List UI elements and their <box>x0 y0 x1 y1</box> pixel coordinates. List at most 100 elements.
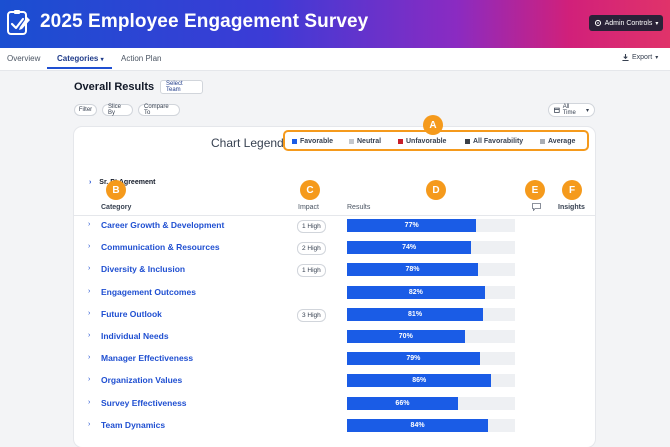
tab-categories[interactable]: Categories ▾ <box>57 54 104 63</box>
chevron-right-icon[interactable]: › <box>88 354 91 362</box>
favorable-bar[interactable]: 66% <box>347 396 458 410</box>
favorable-bar[interactable]: 79% <box>347 352 480 366</box>
chevron-right-icon[interactable]: › <box>88 376 91 384</box>
chevron-right-icon[interactable]: › <box>88 221 91 228</box>
tab-action-plan[interactable]: Action Plan <box>121 54 162 63</box>
result-bar-track: 70% <box>347 330 515 343</box>
callout-a: A <box>423 115 443 135</box>
callout-d: D <box>426 180 446 200</box>
category-name[interactable]: Diversity & Inclusion <box>101 264 186 275</box>
active-tab-indicator <box>47 67 112 69</box>
chevron-right-icon[interactable]: › <box>88 420 91 428</box>
category-row[interactable]: › Organization Values 86% <box>74 370 595 392</box>
category-name[interactable]: Organization Values <box>101 375 183 386</box>
result-bar-track: 74% <box>347 241 515 255</box>
impact-badge: 3 High <box>297 308 326 322</box>
category-row[interactable]: › Manager Effectiveness 79% <box>74 348 595 370</box>
legend-item-unfavorable: Unfavorable <box>398 138 446 145</box>
result-bar-track: 77% <box>347 219 515 232</box>
column-header-results: Results <box>347 204 371 211</box>
legend-swatch-all-favorability <box>465 139 470 144</box>
legend-label-average: Average <box>548 138 576 145</box>
callout-f: F <box>562 180 582 200</box>
impact-badge: 1 High <box>297 264 326 278</box>
legend-item-average: Average <box>540 138 575 145</box>
category-name[interactable]: Future Outlook <box>101 308 162 319</box>
chevron-right-icon[interactable]: › <box>88 243 91 251</box>
favorable-bar[interactable]: 74% <box>347 241 472 255</box>
legend-item-all-favorability: All Favorability <box>465 138 523 145</box>
result-bar-track: 81% <box>347 307 515 321</box>
result-bar-track: 82% <box>347 285 515 299</box>
export-label: Export <box>632 54 653 61</box>
legend-swatch-neutral <box>349 139 354 144</box>
result-bar-track: 84% <box>347 418 515 432</box>
result-bar-track: 66% <box>347 396 515 410</box>
legend-title: Chart Legend <box>211 136 284 150</box>
chevron-right-icon[interactable]: › <box>88 398 91 406</box>
category-name[interactable]: Individual Needs <box>101 331 169 341</box>
app-header: 2025 Employee Engagement Survey Admin Co… <box>0 0 670 48</box>
page-title: Overall Results <box>74 81 155 93</box>
legend-swatch-favorable <box>292 139 297 144</box>
chevron-down-icon: ▾ <box>585 107 589 114</box>
chevron-right-icon[interactable]: › <box>88 332 91 339</box>
category-row[interactable]: › Career Growth & Development 1 High 77% <box>74 215 595 237</box>
header-divider <box>74 215 595 216</box>
legend-label-neutral: Neutral <box>357 138 382 145</box>
legend-item-neutral: Neutral <box>349 138 381 145</box>
filter-button[interactable]: Filter <box>74 104 97 116</box>
category-name[interactable]: Survey Effectiveness <box>101 397 187 408</box>
time-range-select[interactable]: All Time ▾ <box>548 103 595 117</box>
column-header-impact: Impact <box>298 204 320 211</box>
chevron-down-icon: ▾ <box>100 57 104 63</box>
category-name[interactable]: Engagement Outcomes <box>101 286 196 297</box>
favorable-bar[interactable]: 86% <box>347 374 492 388</box>
section-label: Sr. Pt Agreement <box>99 179 156 186</box>
category-name[interactable]: Team Dynamics <box>101 419 166 430</box>
legend-item-favorable: Favorable <box>292 138 333 145</box>
category-name[interactable]: Manager Effectiveness <box>101 353 194 364</box>
tab-overview[interactable]: Overview <box>7 54 41 63</box>
category-row[interactable]: › Team Dynamics 84% <box>74 415 595 437</box>
column-header-category: Category <box>101 204 132 211</box>
tab-categories-label: Categories <box>57 54 99 63</box>
legend-label-favorable: Favorable <box>300 138 334 145</box>
chevron-right-icon[interactable]: › <box>88 309 91 317</box>
nav-bar: Overview Categories ▾ Action Plan Export… <box>0 48 670 71</box>
category-row[interactable]: › Individual Needs 70% <box>74 326 595 348</box>
legend-swatch-unfavorable <box>398 139 403 144</box>
compare-to-button[interactable]: Compare To <box>138 104 180 116</box>
admin-controls-label: Admin Controls <box>604 19 653 27</box>
category-name[interactable]: Communication & Resources <box>101 242 220 253</box>
legend-swatch-average <box>540 139 545 144</box>
chevron-right-icon[interactable]: › <box>88 265 91 273</box>
favorable-bar[interactable]: 77% <box>347 219 477 232</box>
survey-checklist-icon <box>7 10 30 35</box>
chevron-down-icon: ▾ <box>655 20 659 27</box>
favorable-bar[interactable]: 78% <box>347 263 479 277</box>
callout-c: C <box>300 180 320 200</box>
select-team-button[interactable]: Select Team <box>160 80 203 94</box>
favorable-bar[interactable]: 82% <box>347 285 485 299</box>
time-range-value: All Time <box>562 104 576 116</box>
export-button[interactable]: Export ▾ <box>622 54 658 61</box>
section-row[interactable]: › Sr. Pt Agreement <box>89 179 155 186</box>
impact-badge: 2 High <box>297 242 326 256</box>
chevron-right-icon[interactable]: › <box>88 287 91 295</box>
favorable-bar[interactable]: 84% <box>347 418 489 432</box>
legend-label-unfavorable: Unfavorable <box>406 138 447 145</box>
app-title: 2025 Employee Engagement Survey <box>40 11 369 32</box>
slice-by-button[interactable]: Slice By <box>102 104 133 116</box>
category-row[interactable]: › Diversity & Inclusion 1 High 78% <box>74 259 595 281</box>
category-row[interactable]: › Survey Effectiveness 66% <box>74 393 595 415</box>
admin-controls-button[interactable]: Admin Controls ▾ <box>589 15 663 31</box>
favorable-bar[interactable]: 81% <box>347 307 484 321</box>
category-row[interactable]: › Communication & Resources 2 High 74% <box>74 237 595 259</box>
chevron-down-icon: ▾ <box>655 55 659 61</box>
category-name[interactable]: Career Growth & Development <box>101 220 225 230</box>
favorable-bar[interactable]: 70% <box>347 330 465 343</box>
category-row[interactable]: › Future Outlook 3 High 81% <box>74 304 595 326</box>
comment-icon[interactable] <box>532 203 541 211</box>
category-row[interactable]: › Engagement Outcomes 82% <box>74 282 595 304</box>
